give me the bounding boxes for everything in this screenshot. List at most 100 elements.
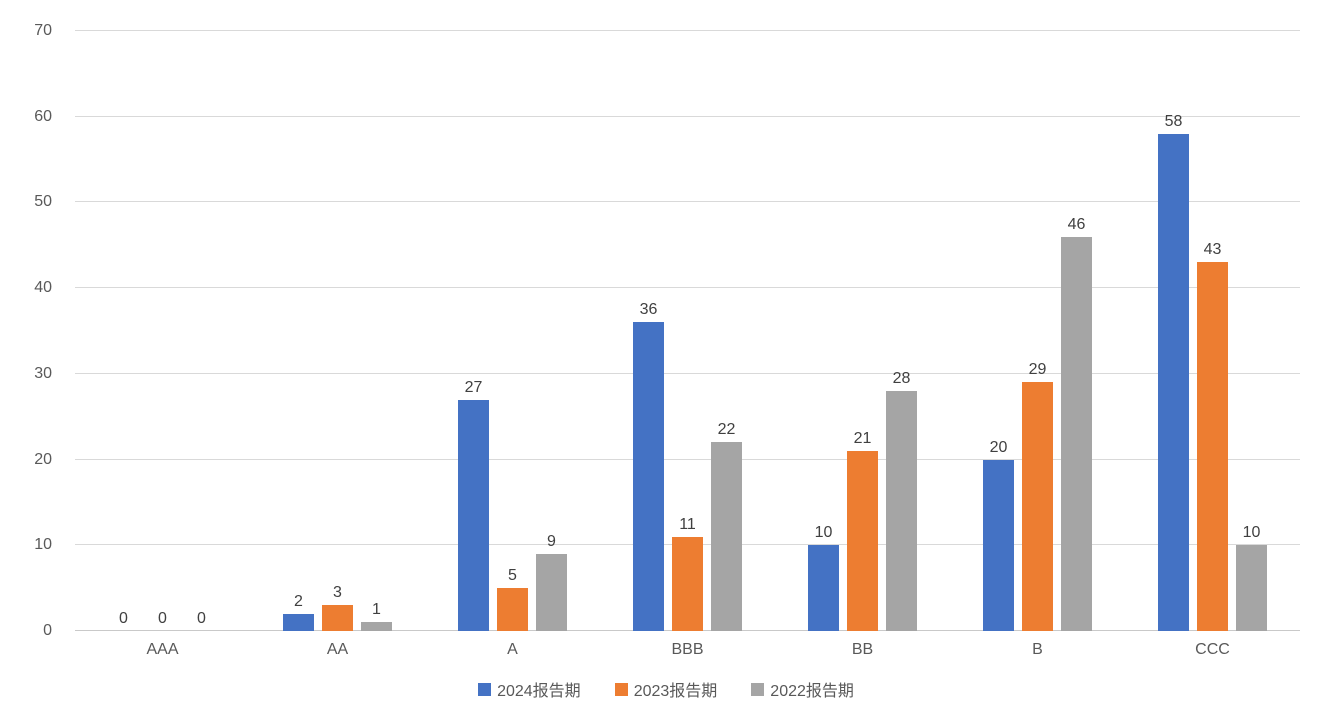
bar-group: 2 3 1 (250, 31, 425, 631)
bar-value-label: 28 (892, 370, 911, 387)
x-category-label: BBB (671, 641, 704, 658)
bar-wrap: 20 (983, 31, 1014, 631)
bar-wrap: 58 (1158, 31, 1189, 631)
bar-wrap: 27 (458, 31, 489, 631)
bar-value-label: 1 (372, 601, 381, 619)
bar-wrap: 11 (672, 31, 703, 631)
x-category-label: A (507, 641, 518, 658)
bar (536, 553, 567, 631)
legend-swatch-icon (478, 682, 492, 696)
y-tick-label: 70 (34, 22, 52, 39)
bar-value-label: 10 (1242, 524, 1261, 542)
bar-wrap: 0 (108, 31, 139, 631)
legend-item: 2022报告期 (751, 677, 854, 701)
x-category-label: AAA (146, 641, 179, 658)
bar-wrap: 5 (497, 31, 528, 631)
y-tick-label: 10 (34, 536, 52, 554)
bar (497, 588, 528, 631)
bar-value-label: 21 (853, 430, 872, 447)
bar-wrap: 29 (1022, 31, 1053, 631)
x-category-label: B (1032, 641, 1043, 658)
gridline (75, 30, 1300, 31)
bar-value-label: 3 (333, 584, 342, 602)
bar-group: 58 43 10 (1125, 31, 1300, 631)
legend-label: 2022报告期 (770, 683, 854, 700)
bar-wrap: 21 (847, 31, 878, 631)
bar-value-label: 58 (1164, 112, 1183, 130)
bar-value-label: 2 (294, 592, 303, 610)
bar-wrap: 9 (536, 31, 567, 631)
legend-label: 2023报告期 (633, 683, 718, 700)
bar-value-label: 36 (639, 301, 658, 319)
bar-value-label: 0 (197, 610, 206, 627)
bar-value-label: 20 (989, 438, 1008, 456)
gridline (75, 287, 1300, 289)
bar-wrap: 10 (808, 31, 839, 631)
bar-wrap: 22 (711, 31, 742, 631)
x-category-label: AA (326, 641, 349, 658)
x-axis: AAA AA A BBB BB B CCC (75, 641, 1300, 659)
bar-group: 10 21 28 (775, 31, 950, 631)
y-tick-label: 0 (43, 622, 52, 639)
bar-value-label: 10 (814, 524, 833, 542)
bar-value-label: 0 (158, 610, 167, 627)
y-axis: 0 10 20 30 40 50 60 70 (0, 22, 52, 639)
legend-swatch-icon (614, 682, 628, 696)
bar-value-label: 11 (679, 515, 696, 533)
bar-wrap: 10 (1236, 31, 1267, 631)
bar (1061, 236, 1092, 631)
bar (1158, 133, 1189, 631)
bar-wrap: 0 (147, 31, 178, 631)
bar-wrap: 46 (1061, 31, 1092, 631)
gridline (75, 372, 1300, 374)
bar (672, 536, 703, 631)
bar-value-label: 29 (1028, 361, 1047, 379)
bar-groups: 0 0 0 2 3 1 27 5 9 36 11 22 10 21 28 20 29 46 58 43 10 (75, 31, 1300, 631)
bar (983, 459, 1014, 631)
bar-group: 27 5 9 (425, 31, 600, 631)
bar-group: 0 0 0 (75, 31, 250, 631)
bar-wrap: 43 (1197, 31, 1228, 631)
bar-wrap: 1 (361, 31, 392, 631)
legend: 2024报告期 2023报告期 2022报告期 (0, 677, 1332, 701)
bar-group: 36 11 22 (600, 31, 775, 631)
y-tick-label: 60 (34, 107, 52, 125)
gridline (75, 201, 1300, 203)
y-tick-label: 40 (34, 279, 52, 297)
bar-wrap: 0 (186, 31, 217, 631)
bar-wrap: 28 (886, 31, 917, 631)
y-tick-label: 50 (34, 193, 52, 211)
gridline (75, 458, 1300, 460)
bar-value-label: 27 (464, 378, 483, 396)
bar-wrap: 36 (633, 31, 664, 631)
bar-value-label: 46 (1067, 215, 1086, 233)
x-category-label: CCC (1195, 641, 1230, 658)
bar (808, 545, 839, 631)
bar-value-label: 9 (547, 532, 556, 550)
bar (322, 605, 353, 631)
bar (633, 322, 664, 631)
bar (847, 451, 878, 631)
legend-item: 2023报告期 (614, 677, 718, 701)
y-tick-label: 30 (34, 364, 52, 382)
bar-value-label: 0 (119, 610, 128, 627)
bar (711, 442, 742, 631)
bar-value-label: 5 (508, 567, 517, 585)
bar (283, 613, 314, 631)
legend-swatch-icon (751, 682, 765, 696)
bar-value-label: 43 (1203, 241, 1222, 259)
bar-group: 20 29 46 (950, 31, 1125, 631)
plot-area: 0 0 0 2 3 1 27 5 9 36 11 22 10 21 28 20 29 46 58 43 10 (75, 30, 1300, 631)
bar (361, 622, 392, 631)
gridline (75, 115, 1300, 117)
bar (458, 399, 489, 631)
legend-item: 2024报告期 (478, 677, 581, 701)
bar (1236, 545, 1267, 631)
y-tick-label: 20 (34, 450, 52, 468)
bar-value-label: 22 (717, 421, 736, 439)
legend-label: 2024报告期 (497, 683, 581, 700)
bar (1197, 262, 1228, 631)
bar (886, 391, 917, 631)
bar-wrap: 2 (283, 31, 314, 631)
bar (1022, 382, 1053, 631)
